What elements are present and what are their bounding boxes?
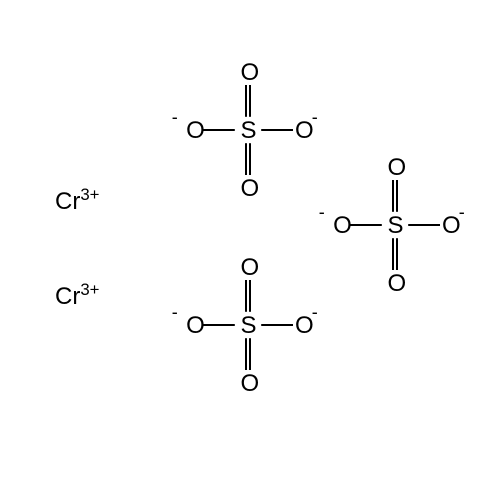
- neg-right-s1: -: [312, 107, 318, 128]
- oxygen-left-s2: O: [333, 212, 352, 240]
- sulfur-s1: S: [241, 117, 257, 145]
- oxygen-up-s2: O: [388, 154, 407, 182]
- neg-left-s3: -: [172, 302, 178, 323]
- neg-right-s3: -: [312, 302, 318, 323]
- neg-right-s2: -: [459, 202, 465, 223]
- oxygen-up-s3: O: [241, 254, 260, 282]
- oxygen-left-s1: O: [186, 117, 205, 145]
- neg-left-s2: -: [319, 202, 325, 223]
- sulfur-s3: S: [241, 312, 257, 340]
- neg-left-s1: -: [172, 107, 178, 128]
- oxygen-left-s3: O: [186, 312, 205, 340]
- oxygen-up-s1: O: [241, 59, 260, 87]
- sulfur-s2: S: [388, 212, 404, 240]
- oxygen-down-s1: O: [241, 175, 260, 203]
- chemical-structure-diagram: Cr3+ Cr3+ SOOO-O-SOOO-O-SOOO-O-: [0, 0, 500, 500]
- oxygen-down-s2: O: [388, 270, 407, 298]
- oxygen-down-s3: O: [241, 370, 260, 398]
